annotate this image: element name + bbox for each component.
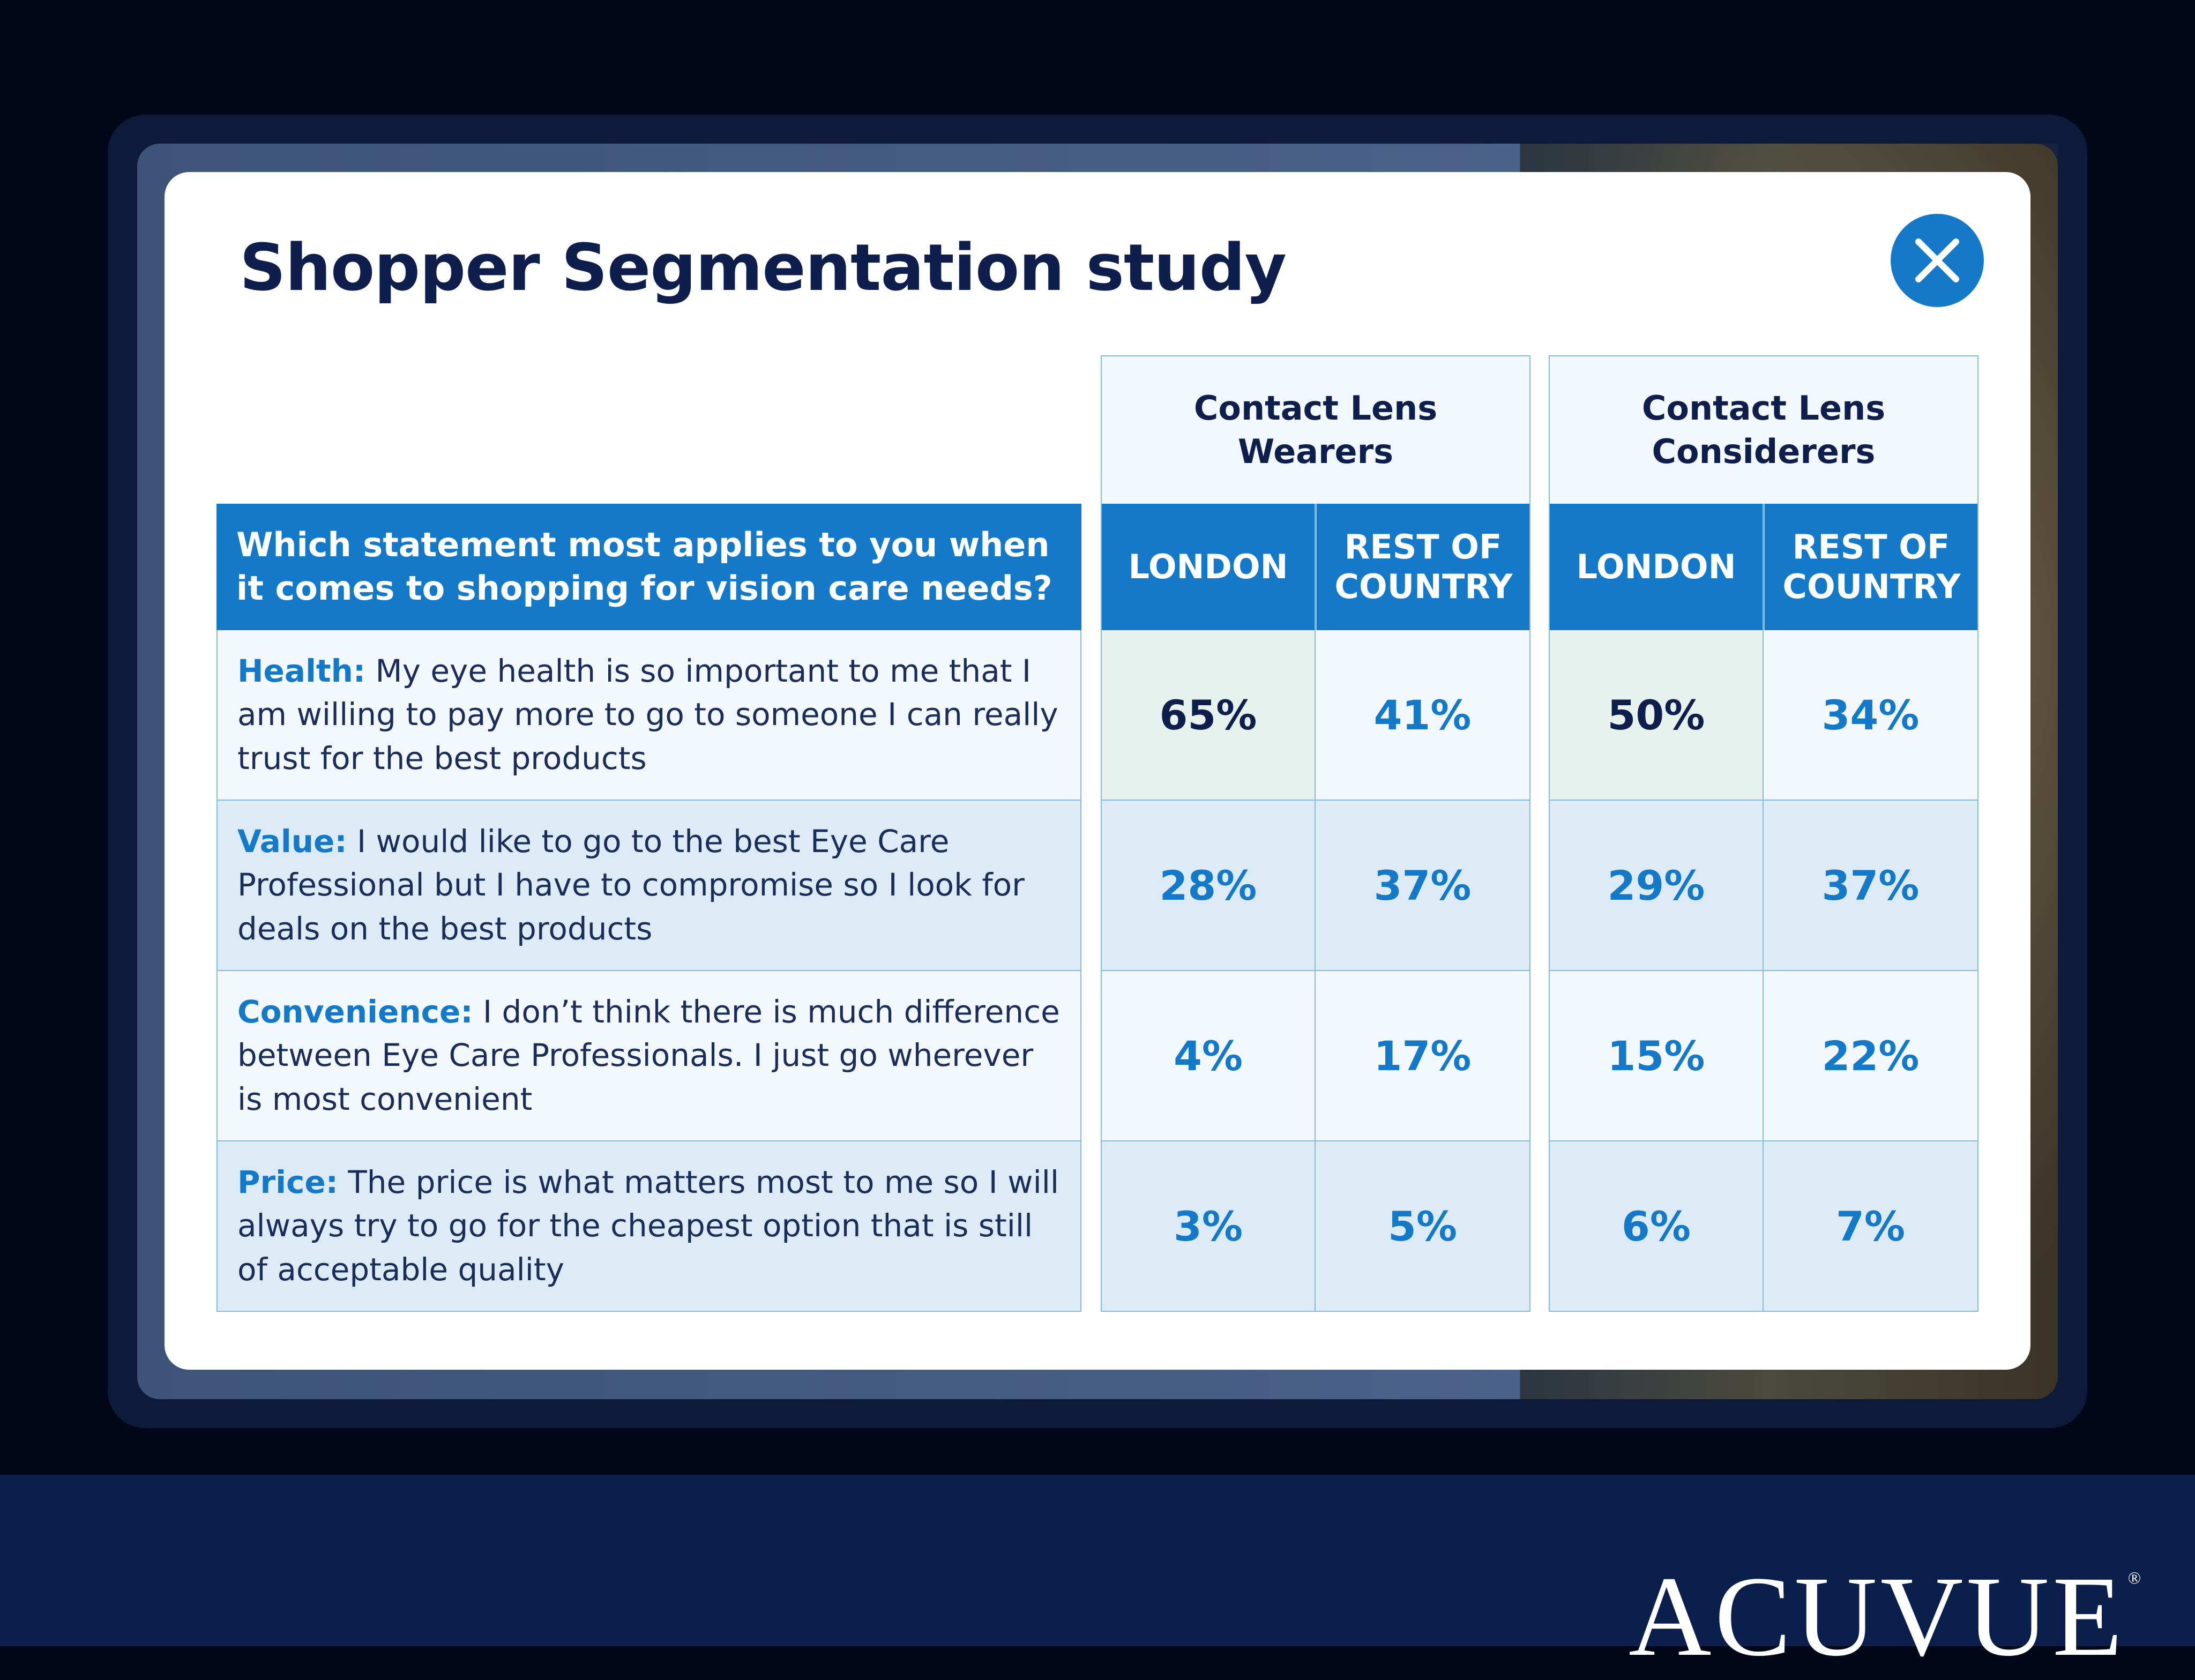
statement-convenience: Convenience: I don’t think there is much… <box>216 971 1081 1141</box>
column-header-wearers-london: LONDON <box>1101 504 1316 630</box>
close-icon <box>1915 238 1959 282</box>
group-header-considerers: Contact Lens Considerers <box>1549 355 1979 504</box>
question-header: Which statement most applies to you when… <box>216 504 1081 630</box>
value-convenience-considerers-rest: 22% <box>1764 971 1979 1141</box>
value-value-wearers-london: 28% <box>1101 801 1316 971</box>
value-value-considerers-london: 29% <box>1549 801 1764 971</box>
value-convenience-considerers-london: 15% <box>1549 971 1764 1141</box>
modal-title: Shopper Segmentation study <box>240 231 1287 305</box>
value-convenience-wearers-london: 4% <box>1101 971 1316 1141</box>
value-convenience-wearers-rest: 17% <box>1316 971 1530 1141</box>
statement-health: Health: My eye health is so important to… <box>216 630 1081 801</box>
column-header-considerers-rest: REST OF COUNTRY <box>1764 504 1979 630</box>
statement-value: Value: I would like to go to the best Ey… <box>216 801 1081 971</box>
statement-price: Price: The price is what matters most to… <box>216 1141 1081 1312</box>
value-price-considerers-london: 6% <box>1549 1141 1764 1312</box>
acuvue-logo: ACUVUE ® <box>1629 1553 2144 1680</box>
group-header-wearers: Contact Lens Wearers <box>1101 355 1530 504</box>
value-value-wearers-rest: 37% <box>1316 801 1530 971</box>
brand-footer-bar <box>0 1475 2195 1646</box>
value-price-wearers-rest: 5% <box>1316 1141 1530 1312</box>
value-health-considerers-london: 50% <box>1549 630 1764 801</box>
close-button[interactable] <box>1891 214 1984 307</box>
study-modal: Shopper Segmentation study Contact Lens … <box>165 172 2030 1370</box>
value-health-considerers-rest: 34% <box>1764 630 1979 801</box>
column-header-considerers-london: LONDON <box>1549 504 1764 630</box>
value-value-considerers-rest: 37% <box>1764 801 1979 971</box>
column-header-wearers-rest: REST OF COUNTRY <box>1316 504 1530 630</box>
value-health-wearers-rest: 41% <box>1316 630 1530 801</box>
value-price-wearers-london: 3% <box>1101 1141 1316 1312</box>
value-health-wearers-london: 65% <box>1101 630 1316 801</box>
value-price-considerers-rest: 7% <box>1764 1141 1979 1312</box>
